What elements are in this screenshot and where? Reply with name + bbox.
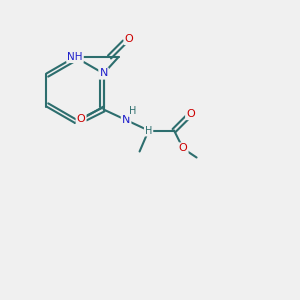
- Text: N: N: [99, 68, 108, 79]
- Text: O: O: [179, 143, 188, 154]
- Text: O: O: [186, 109, 195, 119]
- Text: H: H: [145, 125, 152, 136]
- Text: H: H: [129, 106, 136, 116]
- Text: O: O: [124, 34, 134, 44]
- Text: O: O: [77, 113, 85, 124]
- Text: N: N: [122, 115, 130, 125]
- Text: NH: NH: [67, 52, 83, 62]
